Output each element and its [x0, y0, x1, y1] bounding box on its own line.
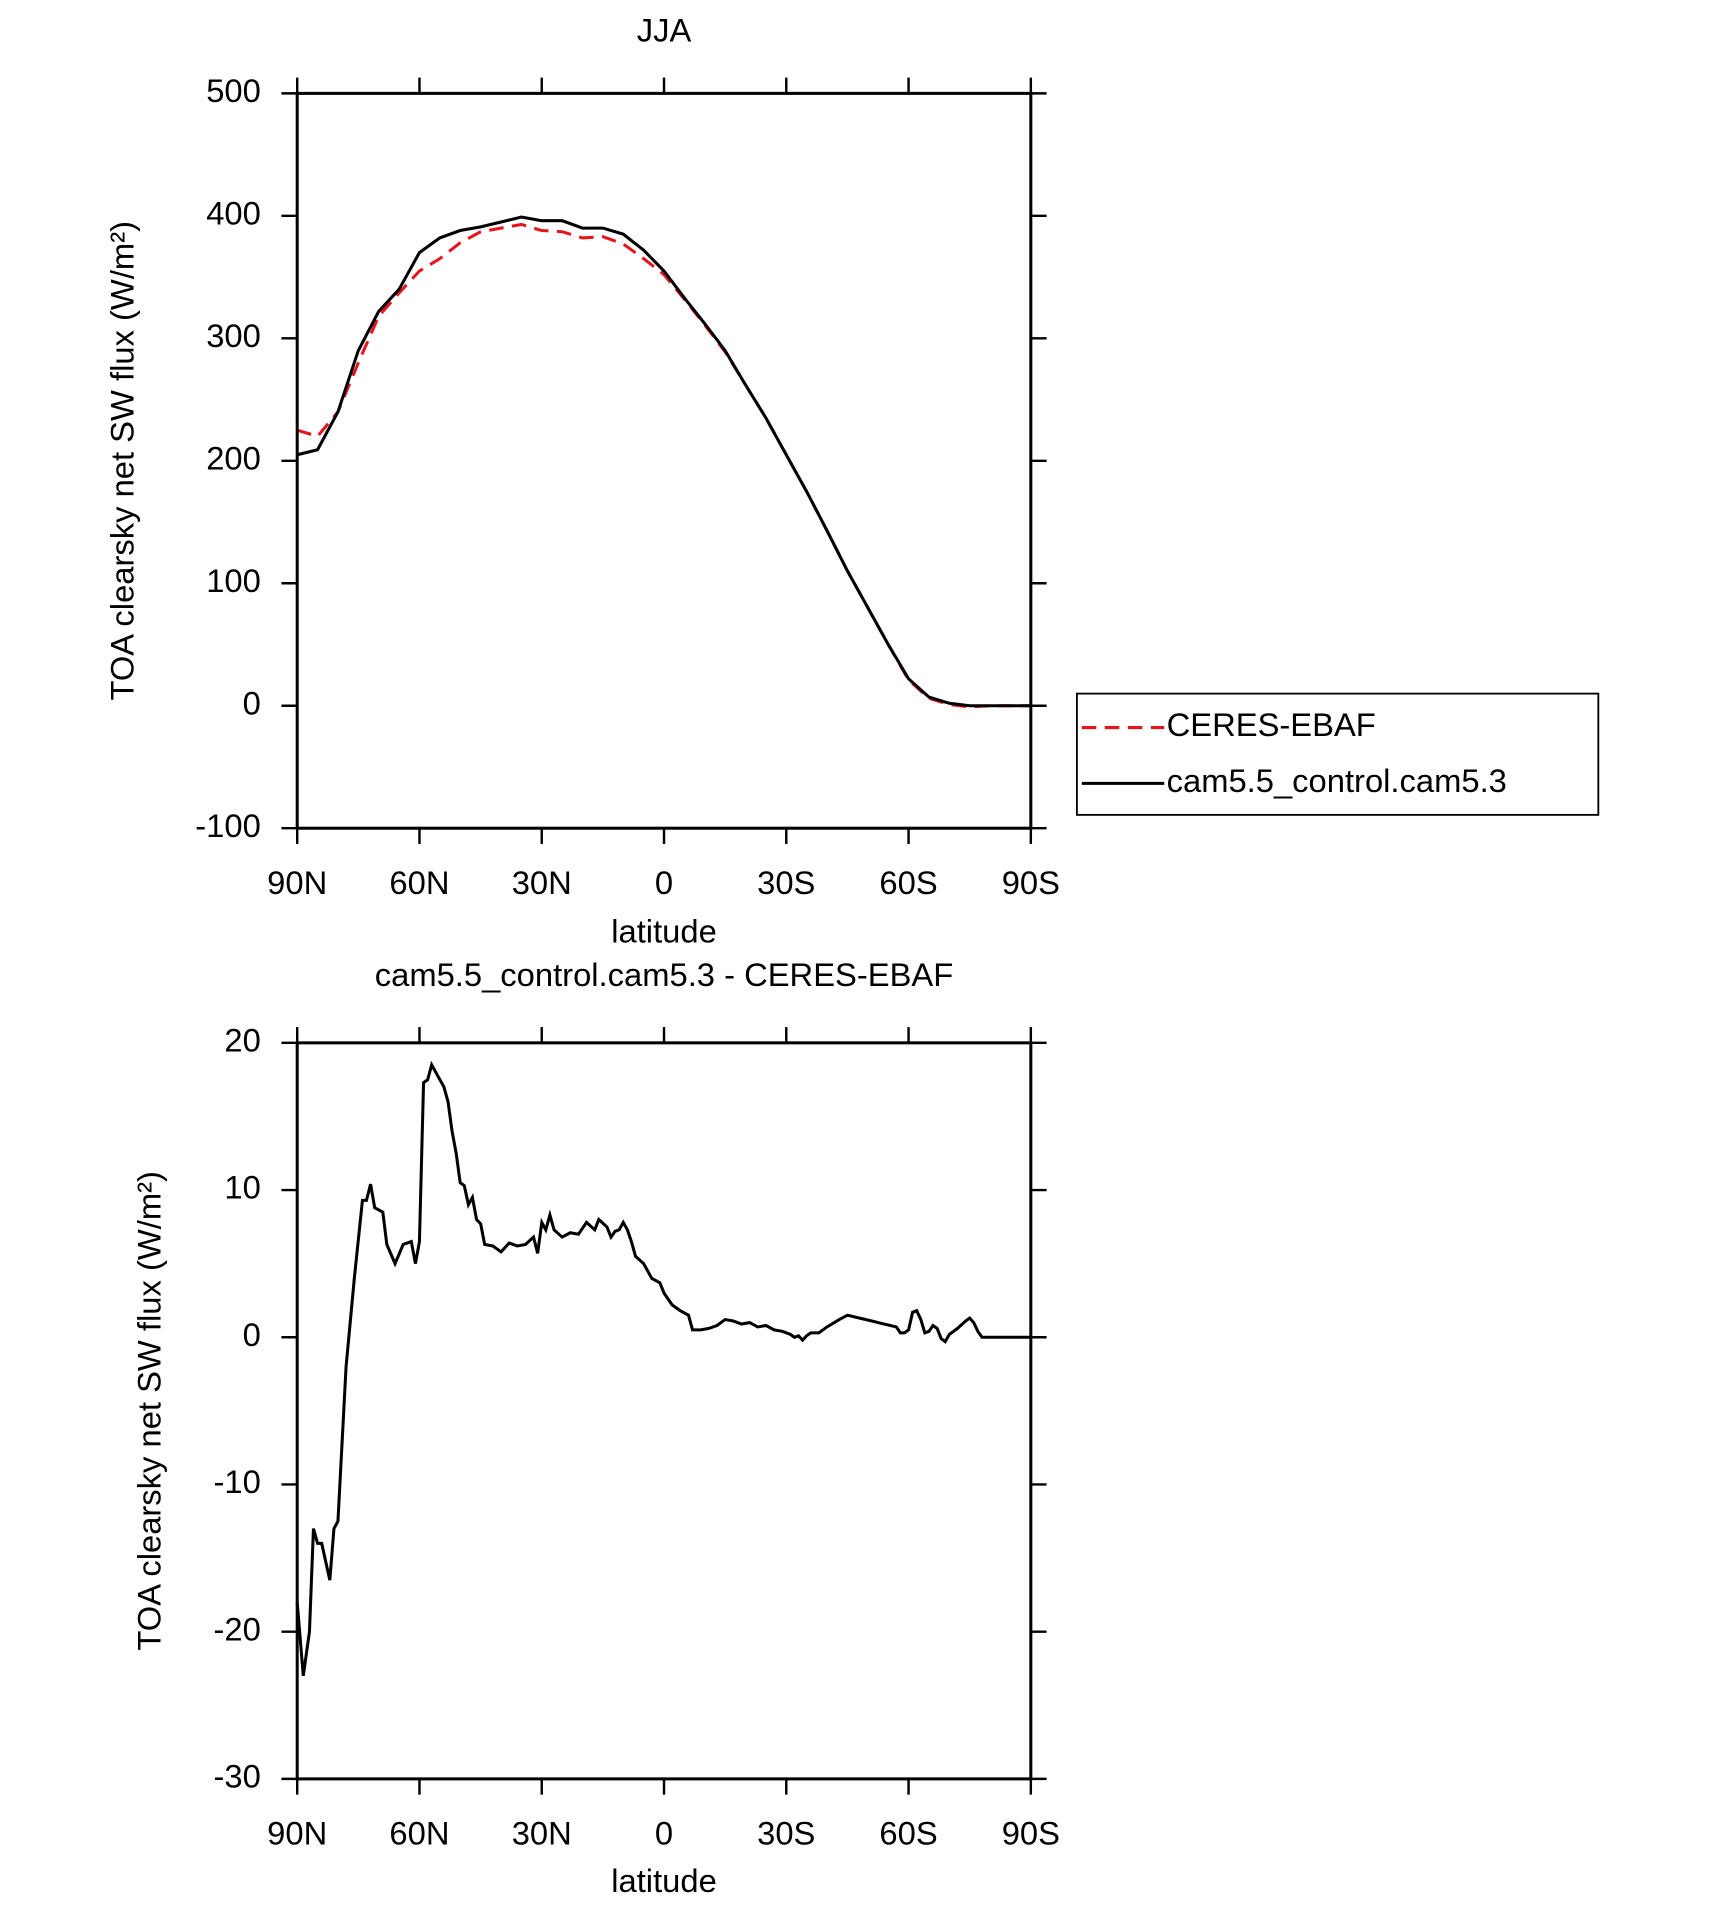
x-tick-label: 60N: [389, 1815, 449, 1852]
x-tick-label: 0: [655, 1815, 673, 1852]
y-tick-label: 300: [206, 317, 261, 354]
plot-frame: [295, 1041, 1033, 1781]
y-tick-label: -30: [214, 1758, 261, 1795]
y-tick-label: 400: [206, 194, 261, 231]
x-tick-label: 0: [655, 864, 673, 901]
x-tick-label: 90S: [1002, 1815, 1060, 1852]
x-axis-label: latitude: [611, 912, 717, 949]
x-tick-label: 30S: [757, 1815, 815, 1852]
y-tick-label: -100: [195, 807, 261, 844]
chart-title: JJA: [637, 11, 692, 48]
x-tick-label: 30N: [512, 864, 572, 901]
y-tick-label: -20: [214, 1610, 261, 1647]
y-tick-label: 20: [224, 1021, 260, 1058]
x-tick-label: 90N: [267, 864, 327, 901]
legend-label: CERES-EBAF: [1167, 706, 1376, 743]
y-tick-label: 0: [243, 684, 261, 721]
y-tick-label: 200: [206, 439, 261, 476]
x-tick-label: 90N: [267, 1815, 327, 1852]
plot-frame: [295, 91, 1033, 830]
x-tick-label: 30S: [757, 864, 815, 901]
y-tick-label: 0: [243, 1316, 261, 1353]
x-tick-label: 60N: [389, 864, 449, 901]
y-axis-label: TOA clearsky net SW flux (W/m²): [104, 221, 141, 701]
x-tick-label: 60S: [879, 864, 937, 901]
legend-label: cam5.5_control.cam5.3: [1167, 762, 1507, 799]
x-tick-label: 90S: [1002, 864, 1060, 901]
y-tick-label: -10: [214, 1463, 261, 1500]
y-tick-label: 100: [206, 562, 261, 599]
y-axis-label: TOA clearsky net SW flux (W/m²): [130, 1171, 167, 1651]
x-tick-label: 30N: [512, 1815, 572, 1852]
data-line: [296, 222, 1031, 709]
chart-title: cam5.5_control.cam5.3 - CERES-EBAF: [375, 956, 954, 993]
x-axis-label: latitude: [611, 1862, 717, 1899]
data-line: [295, 1060, 1031, 1677]
data-line: [296, 215, 1031, 708]
y-tick-label: 10: [224, 1169, 260, 1206]
legend-box: [1075, 692, 1600, 816]
y-tick-label: 500: [206, 72, 261, 109]
x-tick-label: 60S: [879, 1815, 937, 1852]
